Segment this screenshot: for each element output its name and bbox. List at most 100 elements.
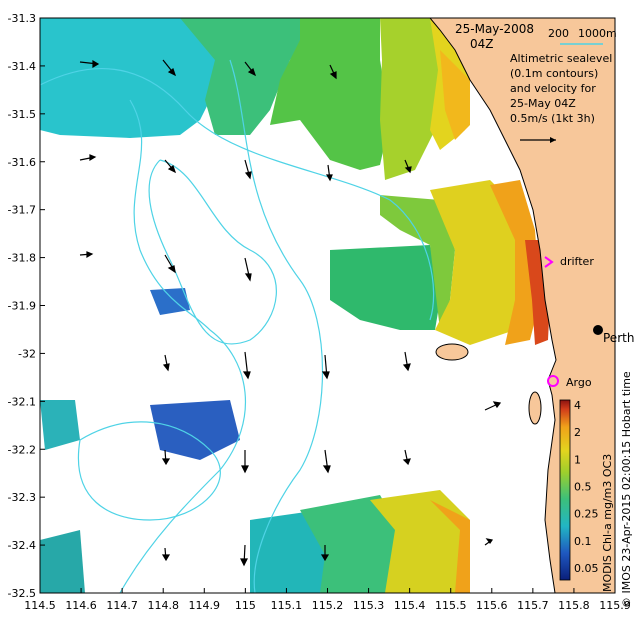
- x-tick-label: 114.9: [189, 599, 221, 612]
- contour-south-loop: [77, 421, 221, 521]
- y-tick-label: -32: [18, 347, 36, 360]
- velocity-arrow-head: [240, 558, 248, 567]
- x-tick-label: 115.3: [353, 599, 385, 612]
- colorbar-tick-label: 0.5: [574, 481, 592, 494]
- y-tick-label: -31.9: [8, 300, 36, 313]
- velocity-arrow-head: [402, 458, 411, 466]
- chl-patch-north-green: [180, 18, 310, 135]
- colorbar-tick-label: 0.25: [574, 508, 599, 521]
- contour-1000m-loop: [148, 159, 277, 345]
- velocity-arrow-head: [92, 59, 100, 69]
- contour-1000m-west: [119, 99, 247, 593]
- velocity-arrow-head: [321, 371, 330, 380]
- chl-patch-central-orange: [490, 180, 540, 345]
- velocity-arrows: [79, 59, 502, 567]
- drifter-label: drifter: [560, 255, 594, 268]
- depth-legend-1000: 1000m: [578, 27, 617, 40]
- colorbar-tick-label: 1: [574, 453, 581, 466]
- chl-patch-south-cyan: [250, 510, 330, 593]
- velocity-arrow-head: [402, 363, 411, 372]
- drifter-marker[interactable]: [544, 256, 554, 268]
- colorbar-gradient: [559, 399, 571, 581]
- chl-patch-central-yellow: [430, 180, 520, 345]
- velocity-arrow-head: [162, 363, 170, 372]
- y-tick-label: -31.4: [8, 60, 36, 73]
- depth-legend-200: 200: [548, 27, 569, 40]
- chl-patch-north-yellowgreen: [380, 18, 440, 180]
- x-tick-label: 115.2: [312, 599, 344, 612]
- colorbar-tick-label: 0.1: [574, 535, 592, 548]
- chl-patch-central-lightgreen: [380, 195, 455, 330]
- chl-patch-north-cyan: [40, 18, 222, 138]
- y-tick-label: -31.5: [8, 108, 36, 121]
- perth-marker[interactable]: [593, 325, 603, 335]
- x-tick-label: 114.7: [106, 599, 138, 612]
- garden-island[interactable]: [528, 391, 542, 425]
- chl-patch-north-orange: [440, 50, 470, 140]
- rottnest-island[interactable]: [435, 343, 469, 361]
- annotation-line2: (0.1m contours): [510, 67, 598, 80]
- velocity-arrow-head: [244, 171, 252, 180]
- x-tick-label: 115.4: [394, 599, 426, 612]
- map-time: 04Z: [470, 37, 494, 51]
- x-tick-label: 115.5: [435, 599, 467, 612]
- x-tick-label: 114.8: [147, 599, 179, 612]
- y-tick-label: -32.1: [8, 395, 36, 408]
- x-tick-label: 115: [235, 599, 256, 612]
- x-axis: 114.5 114.6 114.7 114.8 114.9 115 115.1 115.2 11…: [24, 588, 631, 612]
- velocity-arrow-head: [325, 174, 333, 182]
- velocity-arrow-head: [167, 68, 177, 77]
- annotation-line4: 25-May 04Z: [510, 97, 576, 110]
- y-tick-label: -31.7: [8, 204, 36, 217]
- x-tick-label: 114.6: [65, 599, 97, 612]
- velocity-arrow-head: [86, 251, 94, 259]
- y-axis: -31.3 -31.4 -31.5 -31.6 -31.7 -31.8 -31.9 -32 -3…: [8, 12, 45, 600]
- y-tick-label: -31.8: [8, 252, 36, 265]
- chl-patch-south-orange: [430, 500, 470, 593]
- argo-label: Argo: [566, 376, 592, 389]
- chl-patch-south-green: [300, 495, 400, 593]
- chlorophyll-layer: [40, 18, 550, 593]
- annotation-line3: and velocity for: [510, 82, 596, 95]
- chl-patch-southwest-blue: [150, 400, 240, 460]
- y-tick-label: -31.6: [8, 156, 36, 169]
- velocity-arrow-head: [161, 458, 171, 466]
- colorbar-tick-label: 0.05: [574, 562, 599, 575]
- y-tick-label: -32.4: [8, 539, 36, 552]
- depth-contours: [40, 59, 435, 593]
- velocity-arrow-head: [322, 465, 331, 474]
- x-tick-label: 115.7: [517, 599, 549, 612]
- colorbar-label: MODIS Chl-a mg/m3 OC3: [601, 454, 614, 592]
- perth-label: Perth: [603, 331, 634, 345]
- chl-patch-south-yellow: [370, 490, 470, 593]
- x-tick-label: 115.8: [558, 599, 590, 612]
- chl-patch-southwest-cyan: [40, 400, 80, 450]
- chl-patch-central-green: [330, 245, 440, 330]
- x-tick-label: 115.9: [599, 599, 631, 612]
- velocity-arrow-head: [167, 265, 176, 274]
- colorbar-tick-label: 4: [574, 399, 581, 412]
- velocity-arrow-head: [242, 371, 251, 380]
- colorbar-tick-label: 2: [574, 426, 581, 439]
- velocity-arrow-head: [161, 554, 171, 562]
- y-tick-label: -31.3: [8, 12, 36, 25]
- colorbar-ticks: 4 2 1 0.5 0.25 0.1 0.05: [574, 399, 599, 575]
- argo-marker[interactable]: [547, 375, 559, 387]
- velocity-arrow-head: [89, 154, 97, 162]
- velocity-arrow-head: [244, 273, 252, 282]
- velocity-arrow-head: [247, 68, 257, 77]
- velocity-arrow-head: [320, 554, 330, 562]
- colorbar: [559, 399, 571, 581]
- chl-patch-west-blue: [150, 288, 190, 315]
- x-tick-label: 115.1: [271, 599, 303, 612]
- y-tick-label: -32.2: [8, 443, 36, 456]
- annotation-line1: Altimetric sealevel: [510, 52, 612, 65]
- velocity-arrow-head: [404, 166, 412, 174]
- x-tick-label: 114.5: [24, 599, 56, 612]
- map-date: 25-May-2008: [455, 22, 534, 36]
- velocity-arrow-head: [492, 401, 502, 409]
- scale-arrow-head: [550, 137, 556, 143]
- annotation-line5: 0.5m/s (1kt 3h): [510, 112, 595, 125]
- contour-1000m-east: [229, 59, 324, 593]
